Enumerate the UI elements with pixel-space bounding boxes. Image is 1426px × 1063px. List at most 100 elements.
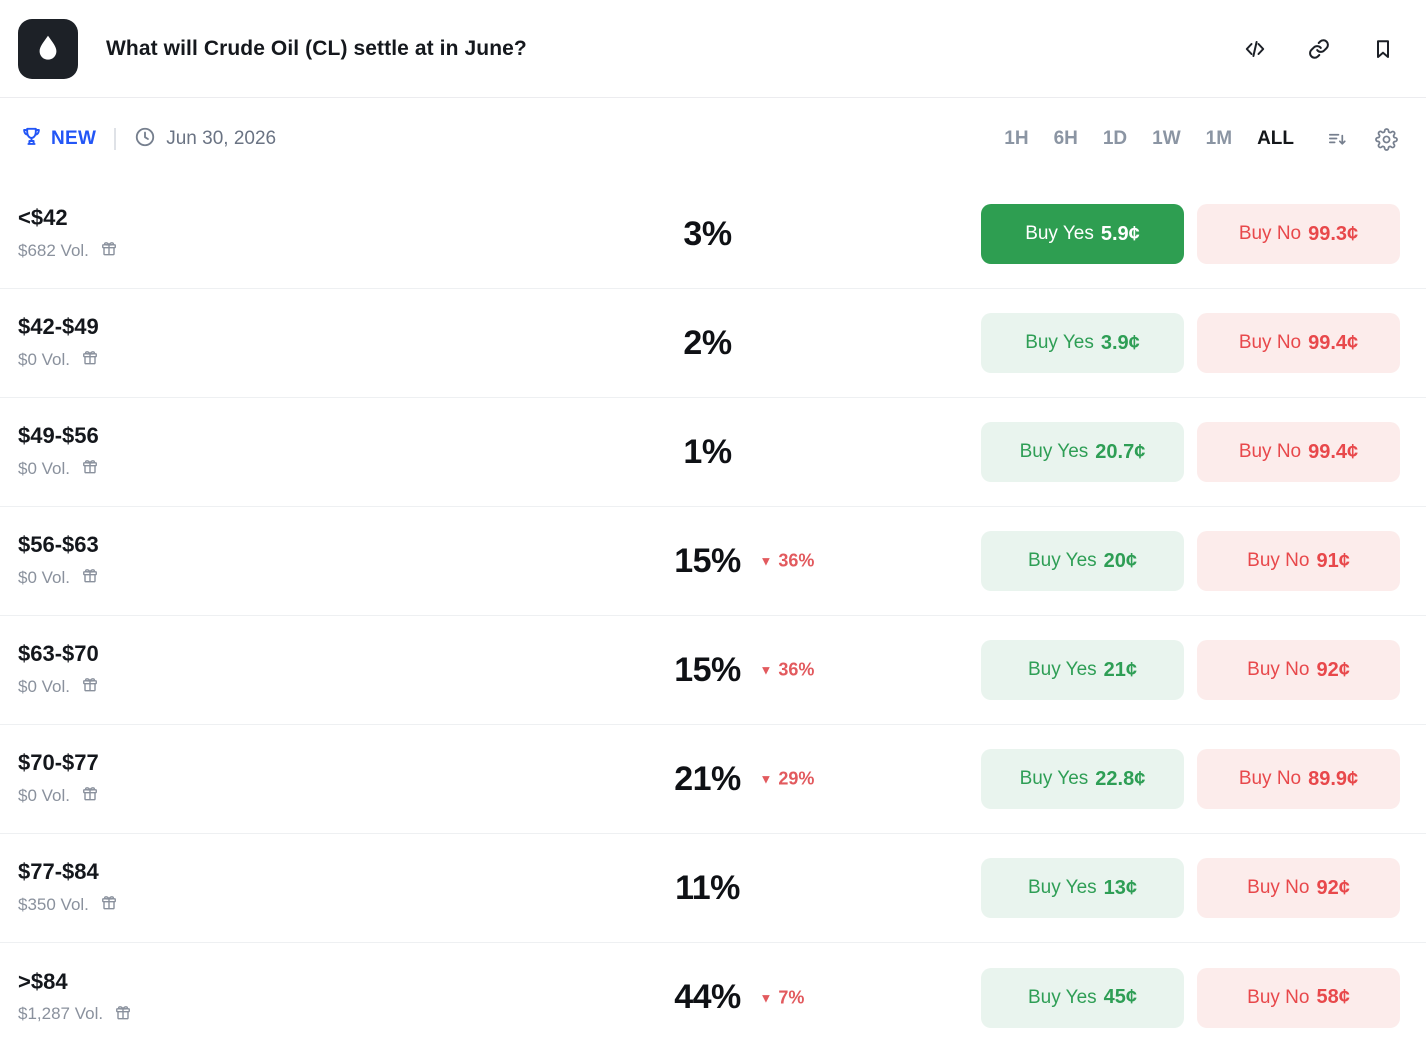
yes-price: 45¢ (1103, 986, 1138, 1008)
chance-value: 2% (683, 323, 732, 362)
buy-no-label: Buy No (1247, 550, 1310, 571)
gift-icon[interactable] (113, 1002, 133, 1027)
yes-price: 5.9¢ (1100, 222, 1140, 245)
bookmark-icon[interactable] (1370, 36, 1396, 62)
new-filter-badge[interactable]: NEW (20, 125, 96, 153)
buy-no-button[interactable]: Buy No 58¢ (1197, 967, 1400, 1028)
buy-yes-label: Buy Yes (1027, 550, 1097, 571)
table-row: >$84 $1,287 Vol. 44% 7% Buy Yes 45¢ Buy … (0, 943, 1426, 1052)
table-row: <$42 $682 Vol. 3% Buy Yes 5.9¢ Buy No 99… (0, 180, 1426, 289)
no-price: 99.4¢ (1308, 331, 1359, 354)
outcome-range: $49-$56 (18, 423, 99, 448)
gift-icon[interactable] (99, 892, 119, 917)
outcome-range: $77-$84 (18, 859, 99, 884)
buy-yes-label: Buy Yes (1025, 332, 1094, 353)
table-row: $42-$49 $0 Vol. 2% Buy Yes 3.9¢ Buy No 9… (0, 289, 1426, 398)
buy-yes-label: Buy Yes (1027, 986, 1097, 1008)
gift-icon[interactable] (80, 565, 100, 590)
gift-icon[interactable] (99, 238, 119, 263)
yes-price: 13¢ (1103, 876, 1138, 899)
buy-yes-button[interactable]: Buy Yes 13¢ (981, 858, 1184, 918)
buy-no-button[interactable]: Buy No 99.3¢ (1197, 204, 1400, 264)
yes-price: 20¢ (1103, 549, 1138, 572)
buy-yes-button[interactable]: Buy Yes 20¢ (981, 531, 1184, 591)
price-change-badge: 7% (760, 987, 804, 1008)
buy-yes-label: Buy Yes (1025, 223, 1094, 244)
settings-gear-icon[interactable] (1374, 127, 1398, 151)
buy-no-button[interactable]: Buy No 92¢ (1197, 640, 1400, 700)
no-price: 99.4¢ (1308, 440, 1359, 463)
market-toolbar: NEW Jun 30, 2026 1H 6H 1D 1W 1M ALL (0, 98, 1426, 180)
divider (114, 128, 117, 150)
embed-code-icon[interactable] (1242, 36, 1268, 62)
clock-icon (134, 126, 156, 153)
close-date-label: Jun 30, 2026 (166, 128, 277, 149)
buy-no-label: Buy No (1247, 659, 1310, 680)
buy-yes-label: Buy Yes (1019, 441, 1089, 462)
buy-no-button[interactable]: Buy No 89.9¢ (1197, 749, 1400, 809)
yes-price: 20.7¢ (1095, 440, 1146, 463)
copy-link-icon[interactable] (1306, 36, 1332, 62)
close-date: Jun 30, 2026 (134, 126, 276, 153)
buy-yes-label: Buy Yes (1027, 659, 1097, 680)
price-change-badge: 29% (760, 769, 814, 790)
no-price: 92¢ (1316, 658, 1350, 681)
outcome-range: $42-$49 (18, 314, 99, 339)
buy-yes-button[interactable]: Buy Yes 3.9¢ (981, 313, 1184, 373)
gift-icon[interactable] (80, 674, 100, 699)
chance-value: 21% (674, 759, 741, 798)
outcome-volume: $682 Vol. (18, 240, 89, 260)
buy-yes-button[interactable]: Buy Yes 21¢ (981, 640, 1184, 700)
table-row: $70-$77 $0 Vol. 21% 29% Buy Yes 22.8¢ Bu… (0, 725, 1426, 834)
buy-no-label: Buy No (1247, 986, 1310, 1008)
timeframe-1w[interactable]: 1W (1152, 128, 1181, 149)
buy-no-label: Buy No (1238, 768, 1302, 789)
market-header: What will Crude Oil (CL) settle at in Ju… (0, 0, 1426, 98)
timeframe-6h[interactable]: 6H (1053, 128, 1078, 149)
chance-value: 15% (674, 650, 741, 689)
buy-no-button[interactable]: Buy No 91¢ (1197, 531, 1400, 591)
outcome-volume: $0 Vol. (18, 785, 70, 805)
outcome-range: <$42 (18, 205, 68, 230)
oil-droplet-icon (18, 18, 78, 79)
outcome-volume: $0 Vol. (18, 349, 70, 369)
price-change-badge: 36% (760, 551, 814, 572)
timeframe-1d[interactable]: 1D (1102, 128, 1128, 149)
yes-price: 22.8¢ (1095, 767, 1146, 790)
market-rows: <$42 $682 Vol. 3% Buy Yes 5.9¢ Buy No 99… (0, 180, 1426, 1052)
buy-no-label: Buy No (1238, 441, 1302, 462)
timeframe-all[interactable]: ALL (1257, 128, 1294, 149)
no-price: 89.9¢ (1308, 767, 1359, 790)
buy-yes-button[interactable]: Buy Yes 5.9¢ (981, 204, 1184, 264)
timeframe-1h[interactable]: 1H (1004, 128, 1029, 149)
buy-yes-button[interactable]: Buy Yes 22.8¢ (981, 749, 1184, 809)
buy-yes-button[interactable]: Buy Yes 20.7¢ (981, 422, 1184, 482)
outcome-range: $70-$77 (18, 750, 99, 775)
buy-no-button[interactable]: Buy No 92¢ (1197, 858, 1400, 918)
yes-price: 3.9¢ (1100, 331, 1140, 354)
new-badge-label: NEW (51, 128, 97, 149)
buy-no-label: Buy No (1247, 877, 1310, 898)
gift-icon[interactable] (80, 456, 100, 481)
price-change-badge: 36% (760, 660, 814, 681)
trophy-icon (20, 125, 43, 153)
table-row: $63-$70 $0 Vol. 15% 36% Buy Yes 21¢ Buy … (0, 616, 1426, 725)
outcome-range: $56-$63 (18, 532, 99, 557)
buy-no-button[interactable]: Buy No 99.4¢ (1197, 422, 1400, 482)
buy-yes-button[interactable]: Buy Yes 45¢ (981, 967, 1184, 1028)
outcome-range: >$84 (18, 968, 68, 994)
buy-no-label: Buy No (1238, 332, 1302, 353)
buy-no-button[interactable]: Buy No 99.4¢ (1197, 313, 1400, 373)
no-price: 91¢ (1316, 549, 1350, 572)
no-price: 92¢ (1316, 876, 1350, 899)
outcome-range: $63-$70 (18, 641, 99, 666)
timeframe-1m[interactable]: 1M (1205, 128, 1233, 149)
gift-icon[interactable] (80, 347, 100, 372)
outcome-volume: $0 Vol. (18, 458, 70, 478)
outcome-volume: $1,287 Vol. (18, 1004, 104, 1023)
no-price: 99.3¢ (1308, 222, 1359, 245)
gift-icon[interactable] (80, 783, 100, 808)
chance-value: 3% (683, 214, 732, 253)
sort-order-icon[interactable] (1325, 127, 1349, 151)
page-title: What will Crude Oil (CL) settle at in Ju… (106, 36, 527, 60)
